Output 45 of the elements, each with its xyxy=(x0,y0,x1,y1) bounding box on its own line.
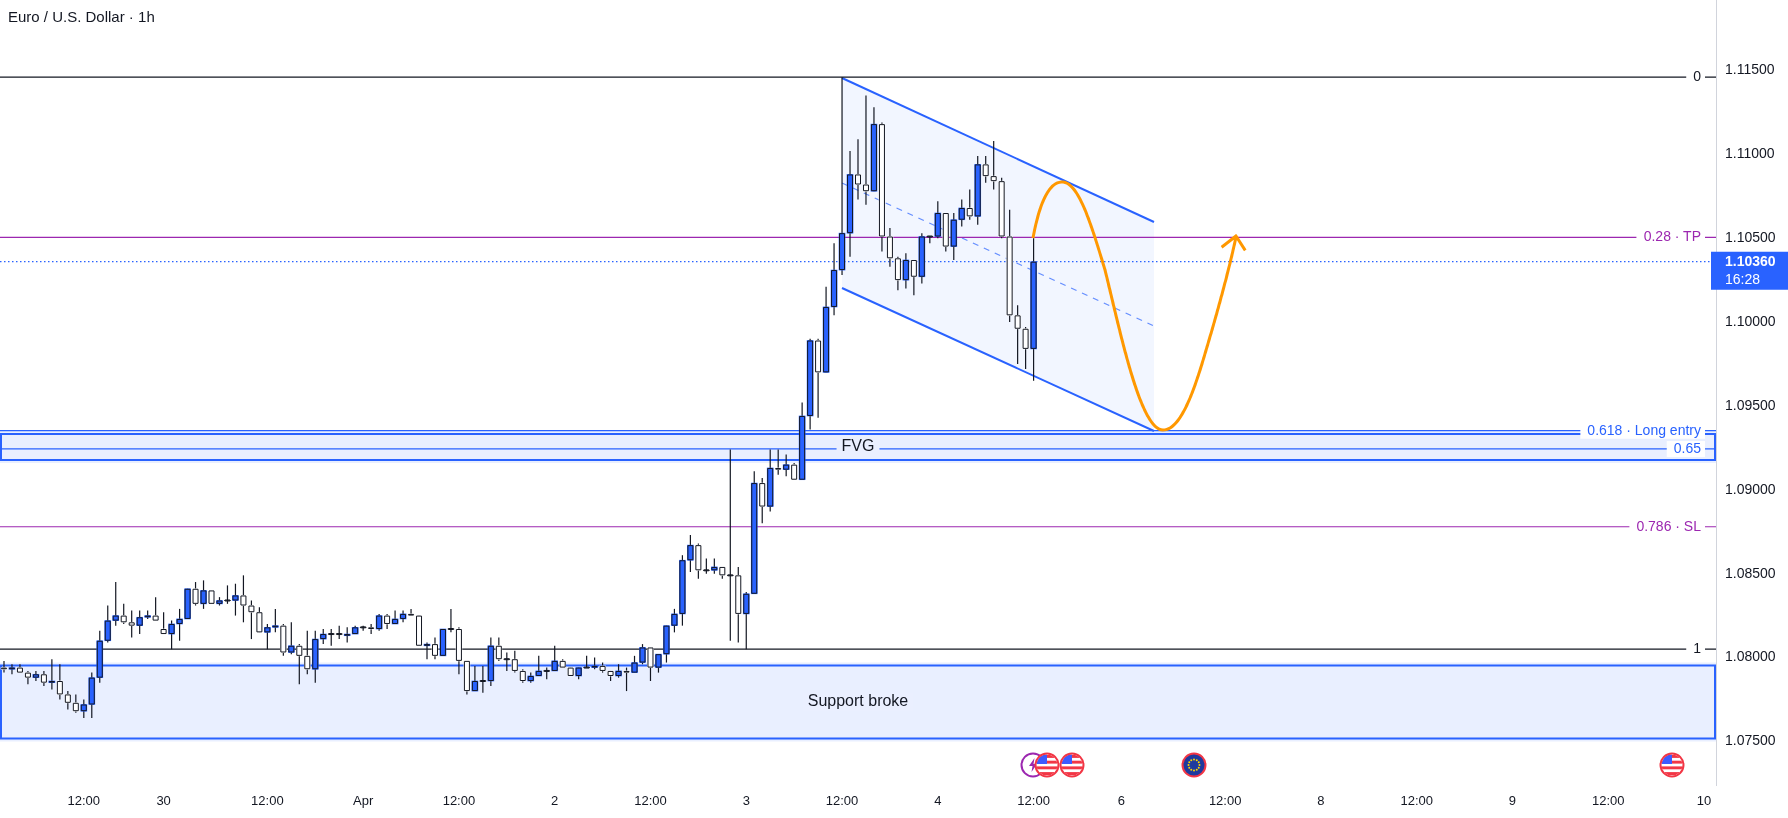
x-tick-label: 8 xyxy=(1317,793,1325,809)
y-tick-label: 1.11000 xyxy=(1725,145,1775,162)
y-tick-label: 1.09500 xyxy=(1725,396,1776,413)
text: Euro / U.S. Dollar · 1h xyxy=(8,8,155,26)
candlestick xyxy=(862,95,870,205)
x-tick-label: 12:00 xyxy=(1591,793,1625,809)
candlestick xyxy=(0,660,8,673)
x-tick-label: 2 xyxy=(551,793,559,809)
x-tick-label: 4 xyxy=(934,793,942,809)
candlestick xyxy=(447,608,455,633)
candlestick xyxy=(814,338,822,418)
y-tick-label: 1.07500 xyxy=(1725,732,1776,749)
ref-line-label: 0.28 · TP xyxy=(1643,228,1701,245)
x-tick-label: 12:00 xyxy=(634,793,667,809)
x-tick-label: 12:00 xyxy=(1400,793,1433,809)
ref-line-label: 1.10360 16:28 xyxy=(1725,252,1776,287)
x-tick-label: 12:00 xyxy=(1208,793,1242,809)
x-tick-label: 10 xyxy=(1696,793,1712,809)
y-tick-label: 1.09000 xyxy=(1725,480,1776,497)
candlestick xyxy=(407,608,415,616)
ref-line-label: 0.786 · SL xyxy=(1636,517,1702,534)
ref-line-label: 0 xyxy=(1693,68,1702,85)
y-tick-label: 1.11500 xyxy=(1725,61,1775,78)
x-tick-label: 9 xyxy=(1508,793,1517,809)
ref-line-label: 0.618 · Long entry xyxy=(1587,421,1701,438)
y-tick-label: 1.10500 xyxy=(1725,229,1776,246)
band-label: FVG xyxy=(841,437,875,455)
x-tick-label: 30 xyxy=(156,793,171,809)
x-tick-label: 12:00 xyxy=(442,793,476,809)
ref-line-label: 0.65 xyxy=(1673,439,1702,456)
y-tick-label: 1.10000 xyxy=(1725,312,1776,329)
x-tick-label: 3 xyxy=(742,793,750,809)
x-tick-label: 6 xyxy=(1117,793,1125,809)
y-tick-label: 1.08500 xyxy=(1725,564,1776,581)
x-tick-label: 12:00 xyxy=(251,793,284,809)
candlestick xyxy=(854,139,862,200)
ref-line-label: 1 xyxy=(1693,640,1702,657)
x-tick-label: 12:00 xyxy=(67,793,101,809)
y-tick-label: 1.08000 xyxy=(1725,648,1776,665)
candlestick xyxy=(32,670,40,681)
x-tick-label: 12:00 xyxy=(825,793,859,809)
band-label: Support broke xyxy=(807,692,909,710)
x-tick-label: 12:00 xyxy=(1017,793,1050,809)
candlestick xyxy=(391,610,399,625)
x-tick-label: Apr xyxy=(353,793,374,809)
